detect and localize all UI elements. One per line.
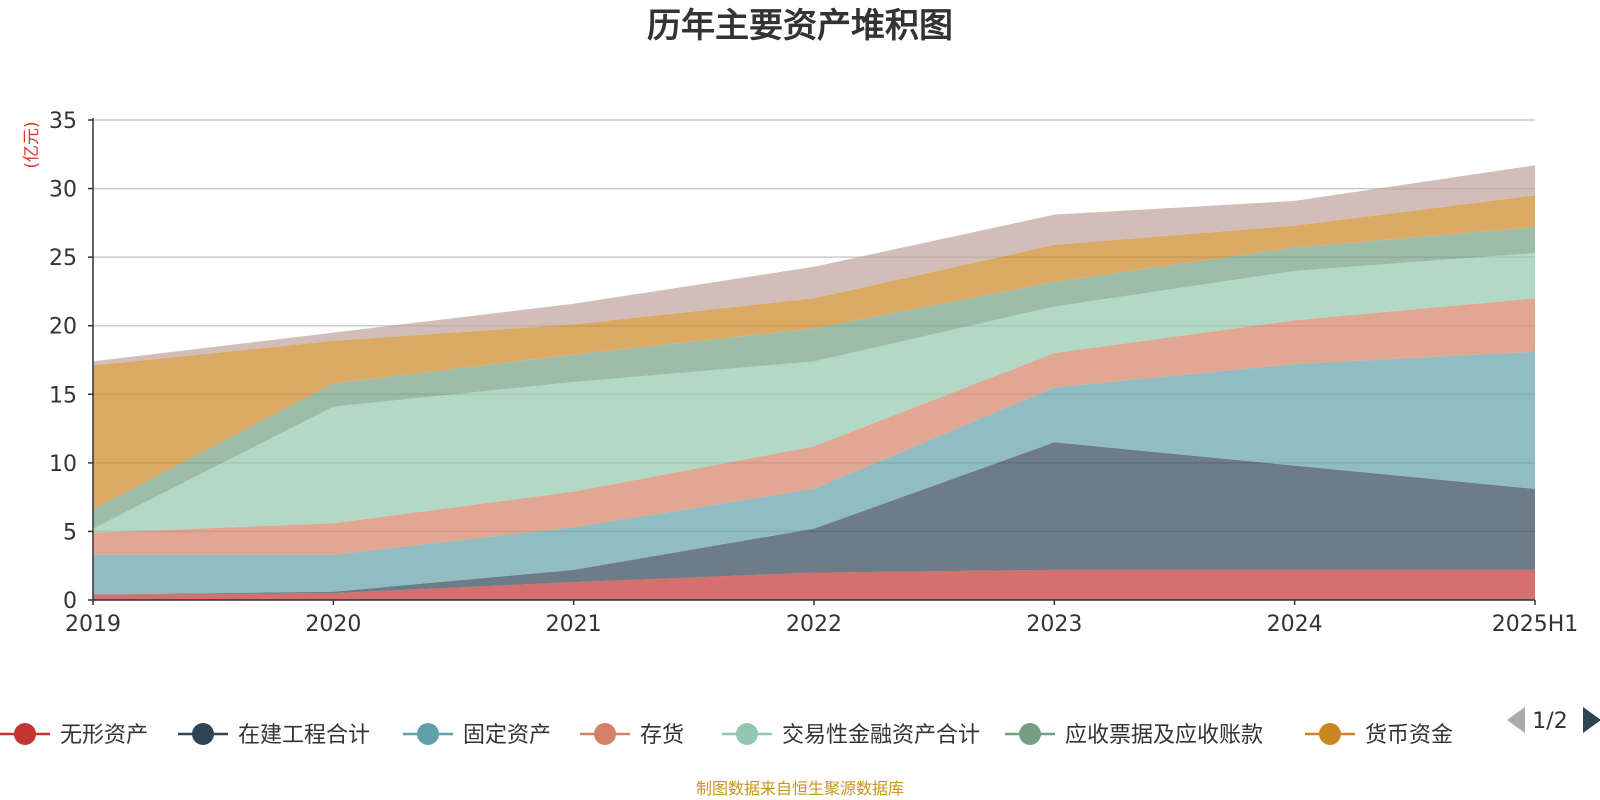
y-tick-label: 10 [49, 452, 77, 477]
y-tick-label: 15 [49, 383, 77, 408]
area-series-6 [93, 195, 1535, 510]
triangle-right-icon[interactable] [1583, 707, 1600, 733]
legend-item[interactable]: 货币资金 [1305, 723, 1453, 748]
legend-label: 存货 [640, 723, 684, 748]
legend: 无形资产 在建工程合计 固定资产 存货 交易性金融资产合计 应收票据及应收账款 货币资金 [0, 723, 1453, 748]
legend-circle-marker [417, 723, 439, 745]
legend-label: 无形资产 [60, 723, 148, 748]
x-axis-ticks: 2019 2020 2021 2022 2023 2024 2025H1 [65, 600, 1578, 637]
legend-circle-marker [192, 723, 214, 745]
data-source-note: 制图数据来自恒生聚源数据库 [696, 779, 904, 798]
area-series-4 [93, 253, 1535, 533]
legend-circle-marker [736, 723, 758, 745]
legend-pager: 1/2 [1507, 707, 1600, 734]
area-series-2 [93, 351, 1535, 595]
legend-label: 固定资产 [463, 723, 551, 748]
legend-page-indicator: 1/2 [1532, 709, 1567, 734]
legend-item[interactable]: 无形资产 [0, 723, 148, 748]
area-series-group [93, 165, 1535, 600]
legend-label: 在建工程合计 [238, 723, 370, 748]
legend-circle-marker [1019, 723, 1041, 745]
legend-circle-marker [594, 723, 616, 745]
legend-item[interactable]: 在建工程合计 [178, 723, 370, 748]
legend-circle-marker [1319, 723, 1341, 745]
area-series-3 [93, 298, 1535, 555]
x-tick-label: 2023 [1026, 612, 1082, 637]
x-tick-label: 2024 [1267, 612, 1323, 637]
y-axis-ticks: 0 5 10 15 20 25 30 35 [49, 109, 93, 614]
x-tick-label: 2021 [546, 612, 602, 637]
x-tick-label: 2019 [65, 612, 121, 637]
legend-circle-marker [14, 723, 36, 745]
area-series-1 [93, 442, 1535, 595]
legend-label: 应收票据及应收账款 [1065, 723, 1263, 748]
x-tick-label: 2025H1 [1492, 612, 1579, 637]
legend-label: 货币资金 [1365, 723, 1453, 748]
triangle-left-icon[interactable] [1507, 707, 1525, 733]
legend-item[interactable]: 交易性金融资产合计 [722, 723, 980, 748]
legend-item[interactable]: 固定资产 [403, 723, 551, 748]
x-tick-label: 2022 [786, 612, 842, 637]
y-tick-label: 30 [49, 178, 77, 203]
legend-label: 交易性金融资产合计 [782, 723, 980, 748]
y-tick-label: 5 [63, 520, 77, 545]
legend-item[interactable]: 应收票据及应收账款 [1005, 723, 1263, 748]
y-tick-label: 20 [49, 315, 77, 340]
y-axis-unit-label: (亿元) [22, 121, 42, 168]
x-tick-label: 2020 [305, 612, 361, 637]
y-tick-label: 0 [63, 589, 77, 614]
y-tick-label: 35 [49, 109, 77, 134]
area-series-7 [93, 165, 1535, 366]
chart-title: 历年主要资产堆积图 [647, 6, 953, 46]
area-series-5 [93, 226, 1535, 529]
legend-item[interactable]: 存货 [580, 723, 684, 748]
area-series-0 [93, 569, 1535, 600]
y-tick-label: 25 [49, 246, 77, 271]
